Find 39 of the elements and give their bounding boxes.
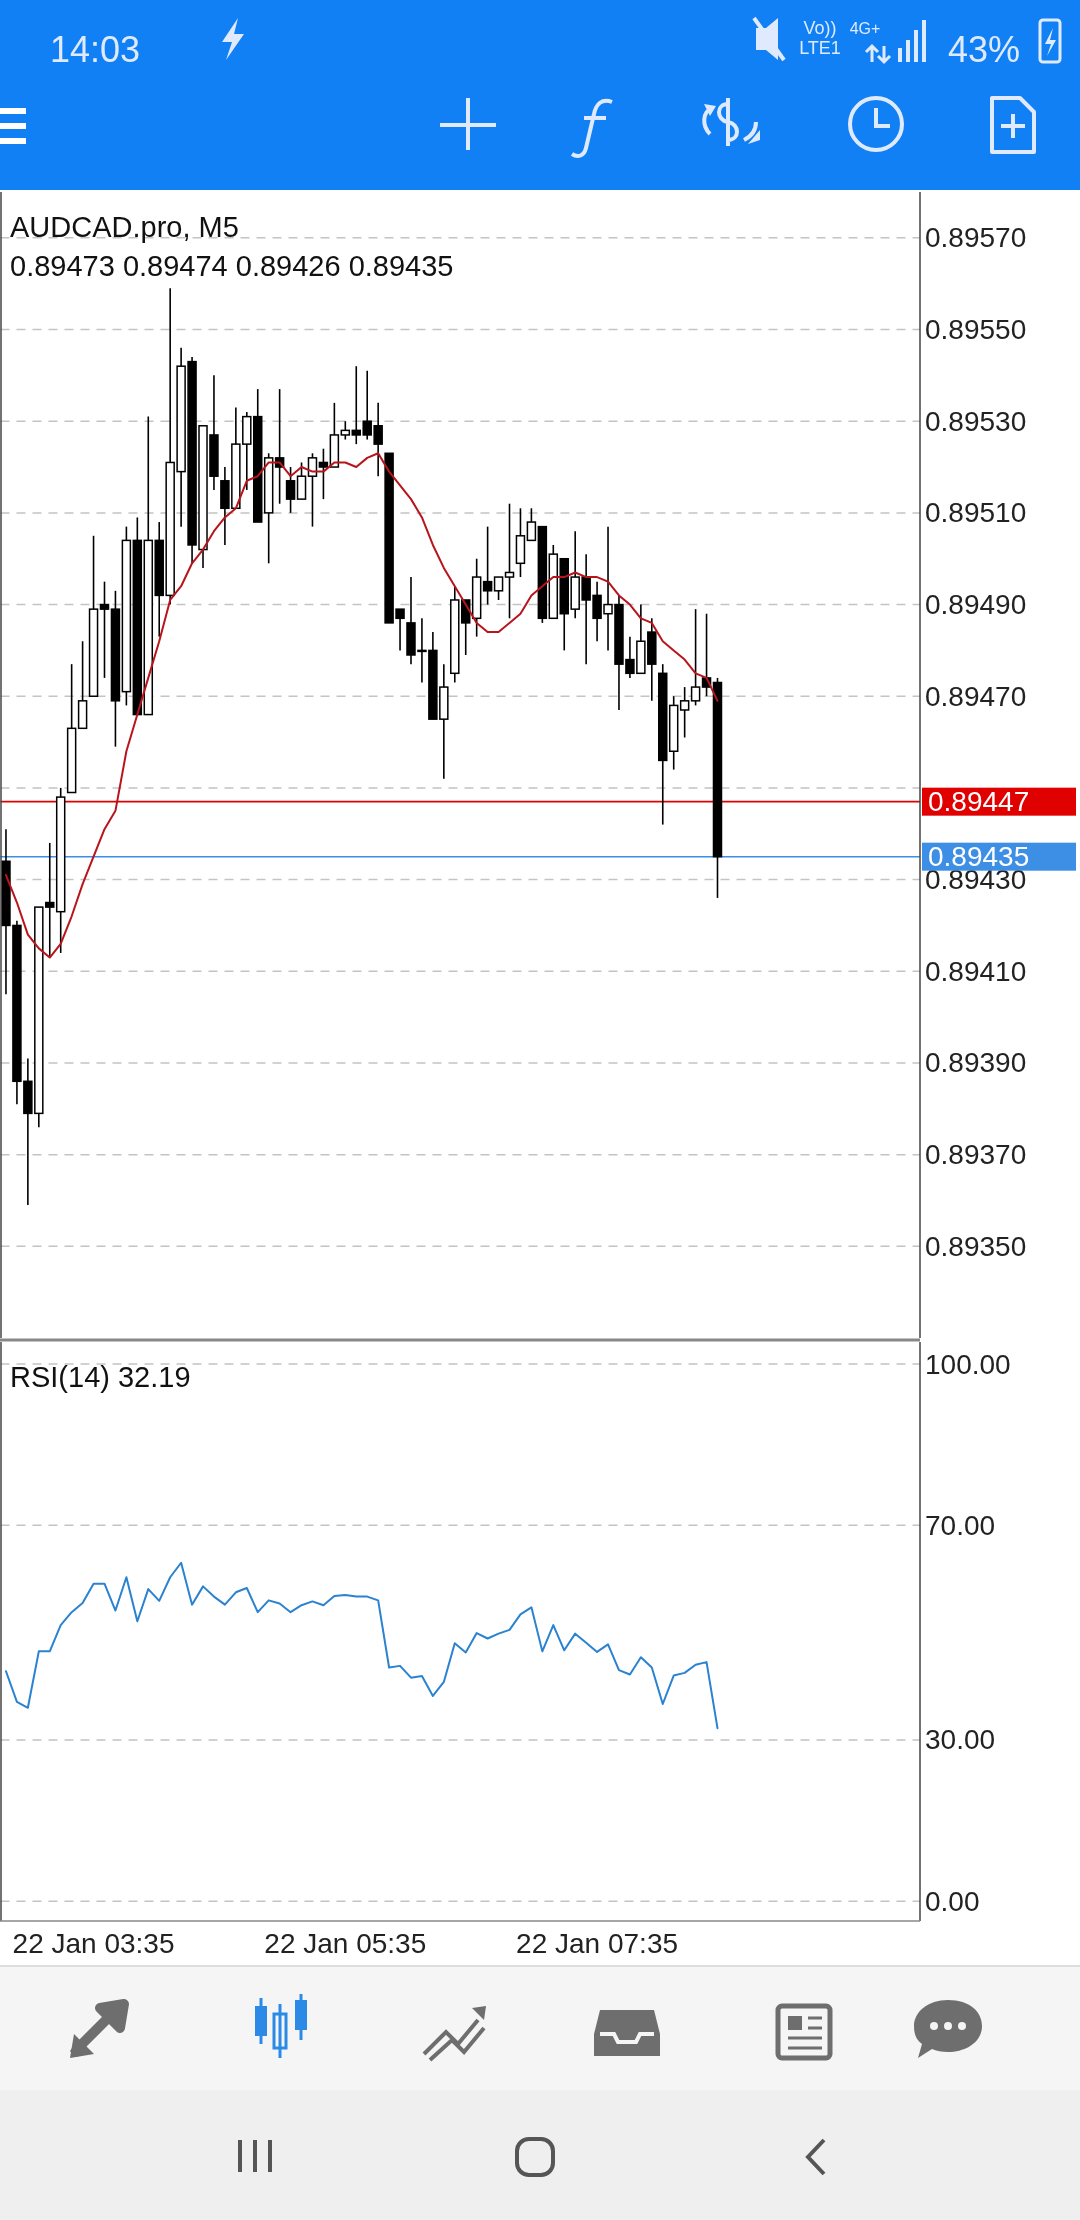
y-tick-label: 0.89490	[925, 589, 1027, 621]
line-series	[4, 452, 719, 959]
y-tick-label: 100.00	[925, 1348, 1011, 1380]
line-series	[4, 1561, 719, 1730]
candlestick	[493, 576, 504, 601]
y-tick-label: 0.89470	[925, 680, 1027, 712]
y-tick-label: 0.89570	[925, 222, 1027, 254]
text: 4G+	[849, 20, 881, 37]
candlestick	[504, 502, 515, 620]
text: Vo))	[803, 18, 837, 38]
y-tick-label: 70.00	[925, 1509, 996, 1541]
x-tick-label: 22 Jan 07:35	[516, 1928, 679, 1959]
candlestick	[285, 466, 296, 514]
candlestick	[679, 686, 690, 739]
text: 43%	[948, 29, 1021, 70]
x-tick-label: 22 Jan 03:35	[12, 1928, 175, 1959]
y-tick-label: 0.89390	[925, 1047, 1027, 1079]
text: RSI(14) 32.19	[10, 1361, 191, 1393]
text: 0.89473 0.89474 0.89426 0.89435	[10, 250, 454, 282]
candlestick	[482, 525, 493, 606]
candlestick	[690, 608, 701, 707]
text: 14:03	[50, 29, 141, 70]
candlestick	[318, 447, 329, 500]
y-tick-label: 0.89410	[925, 955, 1027, 987]
y-tick-label: 0.89510	[925, 497, 1027, 529]
y-tick-label: 0.00	[925, 1885, 980, 1917]
y-tick-label: 0.89350	[925, 1230, 1027, 1262]
y-tick-label: 0.89370	[925, 1139, 1027, 1171]
text: AUDCAD.pro, M5	[10, 211, 239, 243]
x-tick-label: 22 Jan 05:35	[264, 1928, 427, 1959]
candlestick	[340, 420, 351, 441]
y-tick-label: 0.89550	[925, 314, 1027, 346]
text: LTE1	[799, 38, 841, 58]
candlestick	[296, 461, 307, 500]
y-tick-label: 0.89530	[925, 405, 1027, 437]
y-tick-label: 30.00	[925, 1724, 996, 1756]
ref-line-label: 0.89447	[928, 786, 1030, 818]
candlestick	[526, 507, 537, 542]
candlestick	[99, 580, 110, 679]
